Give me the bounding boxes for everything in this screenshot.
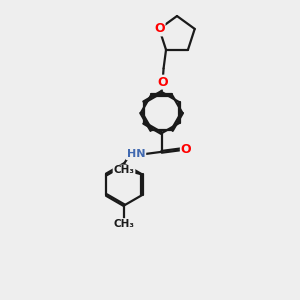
Text: O: O: [154, 22, 165, 35]
Text: HN: HN: [127, 149, 145, 159]
Text: CH₃: CH₃: [113, 166, 134, 176]
Text: CH₃: CH₃: [114, 219, 135, 229]
Text: O: O: [157, 76, 168, 89]
Text: O: O: [181, 143, 191, 156]
